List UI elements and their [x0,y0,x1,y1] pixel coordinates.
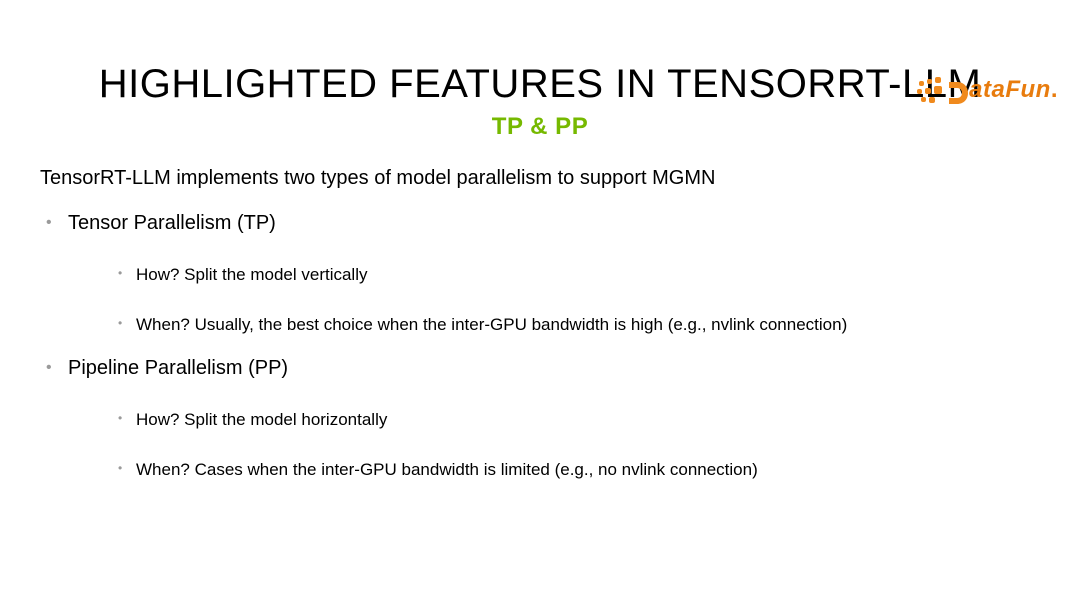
sub-list-item: When? Cases when the inter-GPU bandwidth… [68,460,1040,480]
bullet-list: Tensor Parallelism (TP) How? Split the m… [40,212,1040,480]
logo-d-icon [947,80,969,106]
sub-list: How? Split the model horizontally When? … [68,410,1040,480]
brand-logo: ataFun. [917,76,1058,106]
list-item: Pipeline Parallelism (PP) How? Split the… [40,357,1040,480]
sub-list: How? Split the model vertically When? Us… [68,265,1040,335]
intro-text: TensorRT-LLM implements two types of mod… [40,167,1040,190]
logo-word: ataFun [969,76,1051,103]
sub-list-item-label: How? Split the model vertically [136,265,367,284]
slide: ataFun. HIGHLIGHTED FEATURES IN TENSORRT… [0,62,1080,608]
sub-list-item-label: How? Split the model horizontally [136,410,387,429]
sub-list-item-label: When? Usually, the best choice when the … [136,315,847,334]
list-item-label: Tensor Parallelism (TP) [68,212,276,234]
list-item-label: Pipeline Parallelism (PP) [68,357,288,379]
sub-list-item: How? Split the model vertically [68,265,1040,285]
sub-list-item-label: When? Cases when the inter-GPU bandwidth… [136,460,758,479]
sub-list-item: How? Split the model horizontally [68,410,1040,430]
logo-text: ataFun. [947,76,1058,106]
logo-dots-icon [917,77,945,105]
list-item: Tensor Parallelism (TP) How? Split the m… [40,212,1040,335]
logo-dot: . [1051,76,1058,103]
sub-list-item: When? Usually, the best choice when the … [68,315,1040,335]
slide-subtitle: TP & PP [0,113,1080,141]
